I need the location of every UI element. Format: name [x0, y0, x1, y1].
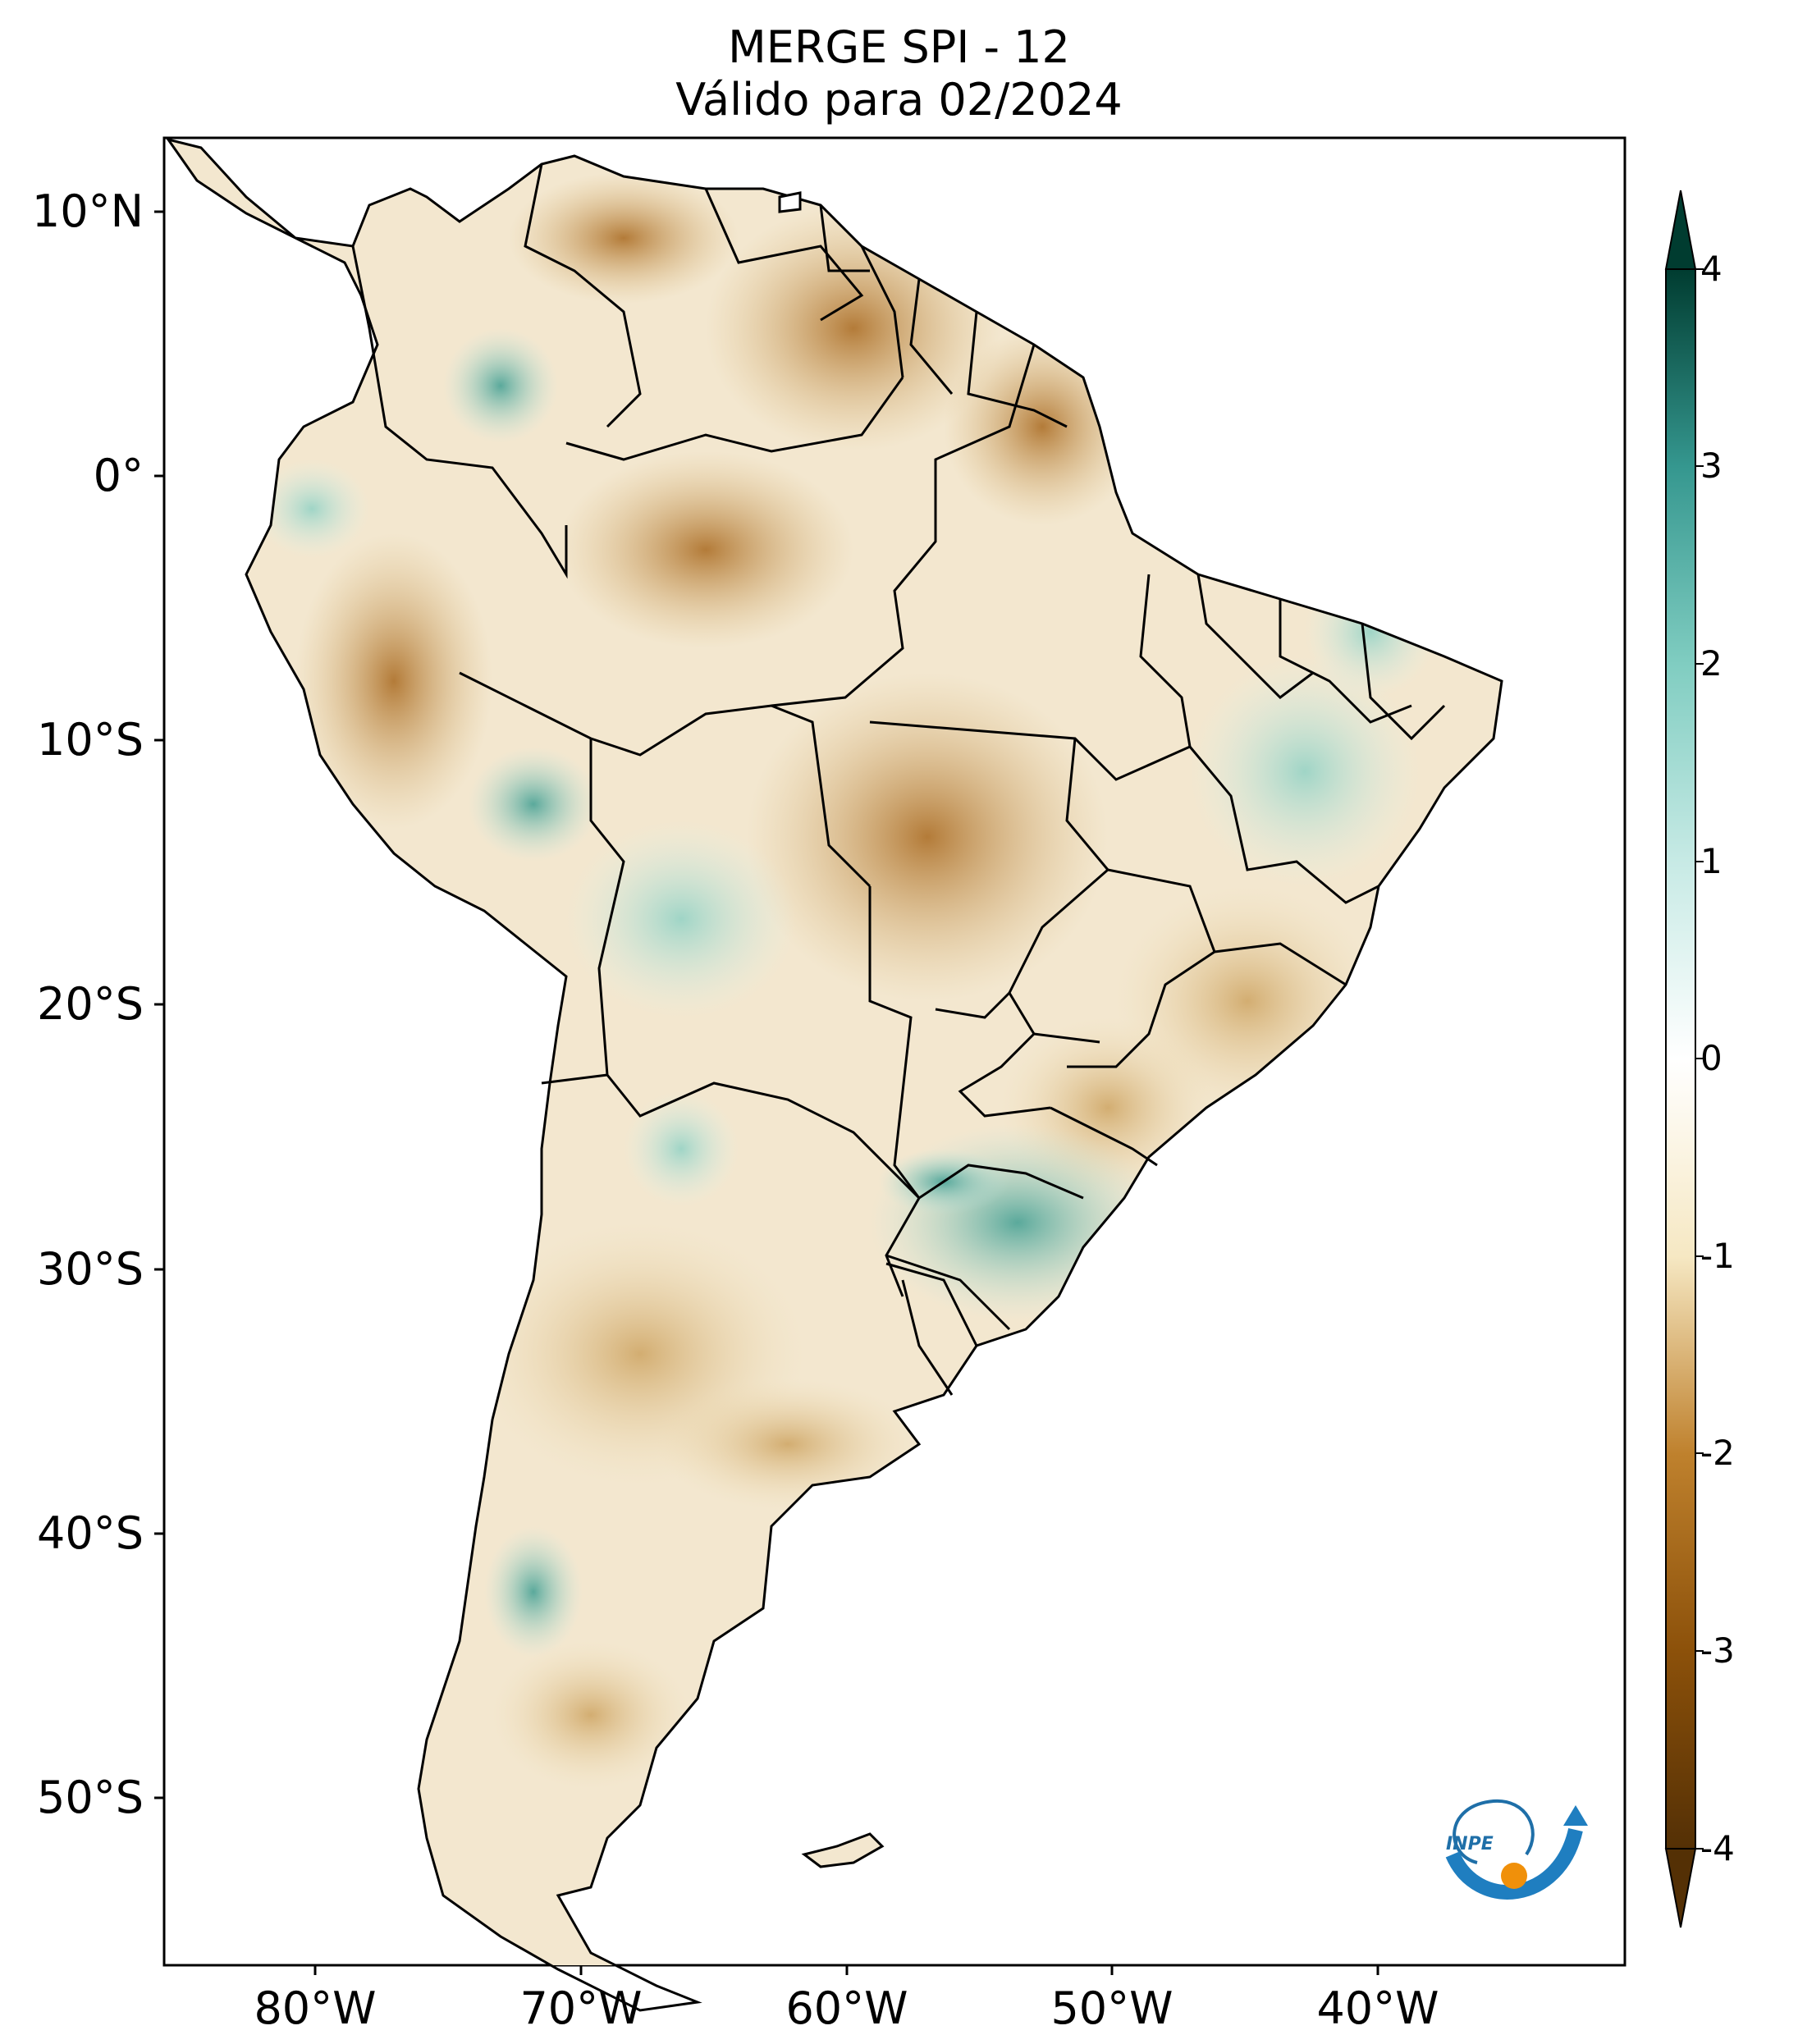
y-tick-label: 10°S — [37, 714, 144, 766]
colorbar-tick-label: 2 — [1700, 643, 1723, 684]
borders — [351, 163, 1446, 1396]
x-tick-label: 70°W — [519, 1982, 643, 2034]
colorbar-max-extend — [1664, 190, 1697, 270]
colorbar-tick-label: 4 — [1700, 249, 1723, 289]
x-tick-label: 60°W — [785, 1982, 908, 2034]
colorbar-tick-label: 3 — [1700, 446, 1723, 486]
y-tick-label: 50°S — [37, 1772, 144, 1823]
colorbar-tick-label: 1 — [1700, 841, 1723, 881]
inpe-logo-icon — [1445, 1799, 1588, 1900]
axis-ticks — [154, 210, 1379, 1975]
continent-outline — [165, 137, 1503, 2012]
y-tick-label: 0° — [93, 450, 144, 501]
colorbar-tick-label: -3 — [1700, 1630, 1735, 1671]
y-tick-label: 30°S — [37, 1243, 144, 1295]
falkland-islands — [801, 1832, 885, 1868]
map-title: MERGE SPI - 12 — [728, 21, 1070, 73]
map-subtitle: Válido para 02/2024 — [675, 74, 1123, 126]
x-tick-label: 50°W — [1050, 1982, 1174, 2034]
colorbar — [1664, 190, 1704, 1928]
trinidad-island — [778, 191, 802, 213]
inpe-logo-text: INPE — [1446, 1834, 1494, 1854]
colorbar-tick-label: -4 — [1700, 1828, 1735, 1868]
x-tick-label: 40°W — [1316, 1982, 1439, 2034]
colorbar-tick-label: -2 — [1700, 1433, 1735, 1473]
colorbar-min-extend — [1664, 1848, 1697, 1928]
y-tick-label: 20°S — [37, 978, 144, 1030]
x-tick-label: 80°W — [254, 1982, 377, 2034]
colorbar-tick-label: 0 — [1700, 1038, 1723, 1078]
colorbar-tick-label: -1 — [1700, 1236, 1735, 1276]
y-tick-label: 10°N — [31, 185, 144, 237]
y-tick-label: 40°S — [37, 1507, 144, 1559]
